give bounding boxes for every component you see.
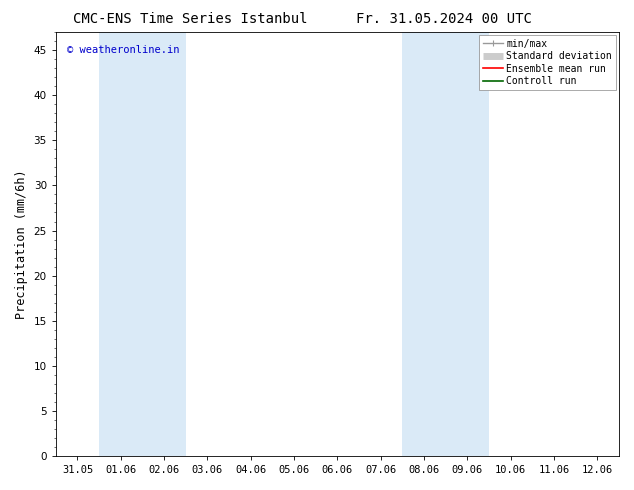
Y-axis label: Precipitation (mm/6h): Precipitation (mm/6h): [15, 169, 28, 319]
Legend: min/max, Standard deviation, Ensemble mean run, Controll run: min/max, Standard deviation, Ensemble me…: [479, 35, 616, 90]
Bar: [403, 32, 489, 456]
Text: Fr. 31.05.2024 00 UTC: Fr. 31.05.2024 00 UTC: [356, 12, 532, 26]
Text: CMC-ENS Time Series Istanbul: CMC-ENS Time Series Istanbul: [73, 12, 307, 26]
Bar: [99, 32, 186, 456]
Text: © weatheronline.in: © weatheronline.in: [67, 45, 179, 55]
